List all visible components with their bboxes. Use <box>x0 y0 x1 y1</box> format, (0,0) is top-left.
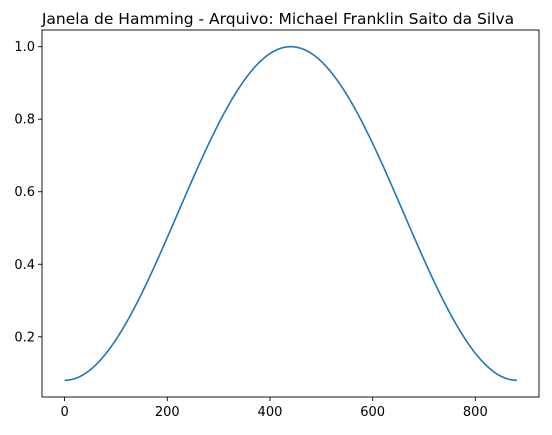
series-line-0 <box>65 47 517 381</box>
y-tick-label: 0.8 <box>14 113 35 128</box>
x-tick-label: 400 <box>258 405 283 420</box>
chart-title: Janela de Hamming - Arquivo: Michael Fra… <box>41 10 514 28</box>
y-tick-label: 0.6 <box>14 185 35 200</box>
axes-frame <box>42 30 539 397</box>
x-tick-label: 800 <box>463 405 488 420</box>
y-tick-label: 0.2 <box>14 330 35 345</box>
y-tick-label: 0.4 <box>14 258 35 273</box>
x-tick-label: 600 <box>360 405 385 420</box>
x-tick-label: 200 <box>155 405 180 420</box>
y-tick-label: 1.0 <box>14 40 35 55</box>
x-tick-label: 0 <box>60 405 68 420</box>
plot-area: 0 200 400 600 800 0.2 0.4 0.6 0.8 1.0 <box>14 30 539 420</box>
